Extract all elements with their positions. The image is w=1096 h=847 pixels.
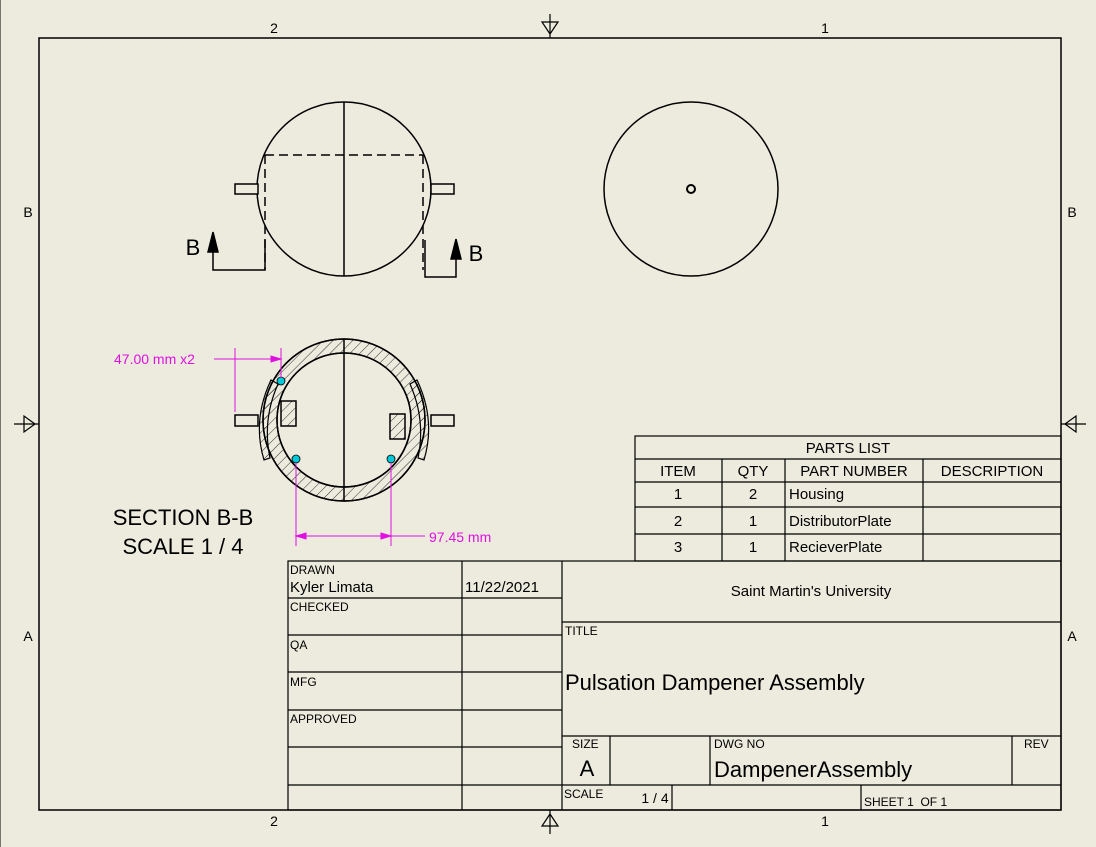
zone-left-b: B [23,204,32,220]
zone-top-2: 2 [270,20,278,36]
sheet-border [38,37,1062,811]
ref-point-1 [276,376,286,386]
title-block-text: DRAWN Kyler Limata 11/22/2021 CHECKED QA… [290,563,1049,809]
size-value: A [580,756,595,781]
qa-label: QA [290,638,307,652]
rev-label: REV [1024,737,1049,751]
mfg-label: MFG [290,675,317,689]
parts-row-item: 3 [674,539,682,556]
sheet-label: SHEET 1 OF 1 [864,795,947,809]
front-view [207,101,462,278]
dimension-97: 97.45 mm [429,529,491,545]
dwg-no-label: DWG NO [714,737,765,751]
scale-label: SCALE [564,787,603,801]
parts-row-qty: 2 [749,486,757,503]
parts-header-part-number: PART NUMBER [800,463,908,480]
dwg-no-value: DampenerAssembly [714,757,912,782]
parts-header-description: DESCRIPTION [941,463,1044,480]
section-view [234,338,455,502]
parts-row-qty: 1 [749,513,757,530]
checked-label: CHECKED [290,600,349,614]
dimensions: 47.00 mm x2 97.45 mm [114,348,491,546]
parts-row-part: Housing [789,486,844,503]
center-mark-bottom-icon [540,812,560,827]
drawn-date: 11/22/2021 [465,579,539,596]
drawn-name: Kyler Limata [290,579,374,596]
drawn-label: DRAWN [290,563,335,577]
scale-value: 1 / 4 [641,790,668,806]
section-arrow-left-icon [207,231,219,253]
center-mark-right-icon [1063,414,1077,434]
zone-bottom-2: 2 [270,813,278,829]
zone-right-b: B [1067,204,1076,220]
parts-row-part: RecieverPlate [789,539,882,556]
center-mark-left-icon [23,414,37,434]
zone-bottom-1: 1 [821,813,829,829]
size-label: SIZE [572,737,599,751]
section-label: SECTION B-B [113,505,254,530]
parts-row-item: 1 [674,486,682,503]
parts-row-qty: 1 [749,539,757,556]
parts-header-qty: QTY [738,463,769,480]
center-mark-top-icon [540,21,560,36]
ref-point-3 [386,454,396,464]
section-mark-right: B [469,241,484,266]
parts-list-text: PARTS LIST ITEM QTY PART NUMBER DESCRIPT… [660,440,1043,556]
drawing-title: Pulsation Dampener Assembly [565,670,865,695]
side-view [603,101,779,277]
section-arrow-right-icon [450,238,462,260]
zone-right-a: A [1067,628,1077,644]
section-mark-left: B [186,235,201,260]
ref-point-2 [291,454,301,464]
parts-row-part: DistributorPlate [789,513,892,530]
title-block [287,560,1062,811]
parts-row-item: 2 [674,513,682,530]
center-marks [14,14,1086,834]
dimension-47: 47.00 mm x2 [114,351,195,367]
approved-label: APPROVED [290,712,357,726]
zone-left-a: A [23,628,33,644]
zone-top-1: 1 [821,20,829,36]
title-label: TITLE [565,624,598,638]
company-name: Saint Martin's University [731,583,892,600]
parts-header-item: ITEM [660,463,696,480]
zone-labels: 2 1 2 1 B A B A [23,20,1077,829]
section-scale: SCALE 1 / 4 [122,534,243,559]
parts-list-title: PARTS LIST [806,440,890,457]
